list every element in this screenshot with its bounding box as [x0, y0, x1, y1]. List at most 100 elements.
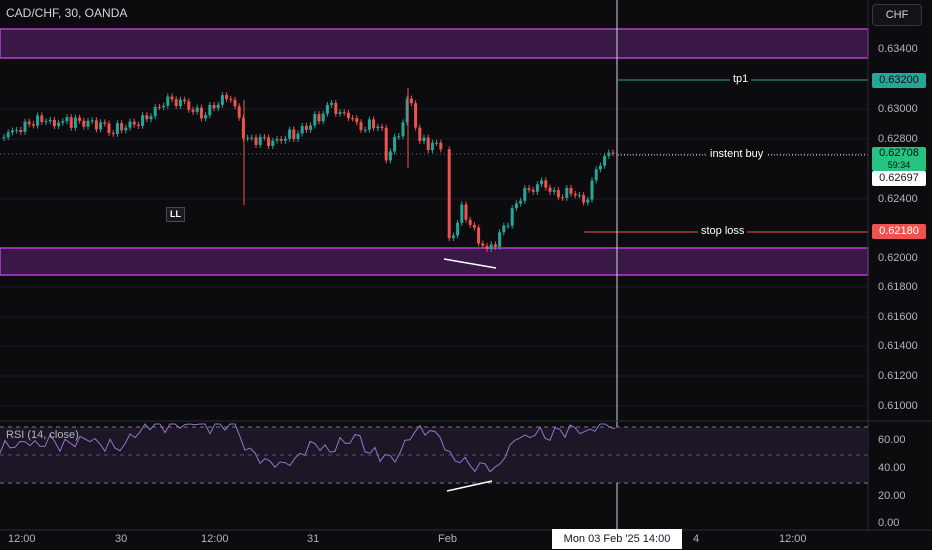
- candle-body: [531, 189, 535, 192]
- candle-body: [52, 119, 56, 127]
- candle-body: [262, 136, 266, 138]
- candle-body: [199, 107, 203, 119]
- candle-body: [107, 123, 111, 134]
- time-cursor-label: Mon 03 Feb '25 14:00: [552, 529, 682, 549]
- candle-body: [111, 133, 115, 135]
- rsi-tick: 60.00: [878, 434, 906, 446]
- candle-body: [384, 127, 388, 161]
- candle-body: [510, 208, 514, 226]
- rsi-indicator-label[interactable]: RSI (14, close): [6, 429, 79, 441]
- candle-body: [309, 125, 313, 130]
- candle-body: [241, 117, 245, 139]
- candle-body: [283, 138, 287, 141]
- candle-body: [430, 142, 434, 151]
- candle-body: [27, 121, 31, 125]
- candle-body: [418, 127, 422, 142]
- candle-body: [502, 225, 506, 233]
- candle-body: [435, 142, 439, 144]
- candle-body: [514, 203, 518, 209]
- stop-label[interactable]: stop loss: [698, 225, 748, 237]
- candle-body: [586, 199, 590, 203]
- candle-body: [246, 137, 250, 139]
- candle-body: [598, 165, 602, 170]
- candle-body: [94, 120, 98, 130]
- candle-body: [565, 188, 569, 198]
- candle-body: [405, 98, 409, 123]
- symbol-title: CAD/CHF, 30, OANDA: [6, 6, 128, 20]
- time-tick: 12:00: [779, 533, 807, 545]
- candle-body: [212, 105, 216, 109]
- entry-price-value: 0.62708: [879, 147, 919, 159]
- candle-body: [414, 103, 418, 128]
- rsi-line: [0, 423, 616, 473]
- rsi-divergence-line[interactable]: [446, 480, 493, 492]
- candle-body: [153, 106, 157, 117]
- candle-body: [447, 149, 451, 239]
- candle-body: [178, 99, 182, 107]
- candle-body: [120, 123, 124, 131]
- entry-label[interactable]: instent buy: [707, 148, 767, 160]
- candle-body: [611, 152, 615, 154]
- ll-label[interactable]: LL: [166, 207, 185, 222]
- candle-body: [275, 139, 279, 141]
- candle-body: [367, 119, 371, 130]
- candle-body: [237, 106, 241, 118]
- candle-body: [288, 129, 292, 139]
- tp-label[interactable]: tp1: [730, 73, 752, 85]
- time-tick: 31: [307, 533, 320, 545]
- candle-body: [292, 129, 296, 140]
- tp-price-tag: 0.63200: [872, 73, 926, 88]
- candle-body: [124, 127, 128, 131]
- candle-body: [493, 244, 497, 247]
- price-divergence-line[interactable]: [443, 258, 497, 269]
- lower-zone[interactable]: [0, 247, 869, 276]
- candle-body: [426, 137, 430, 151]
- candle-body: [460, 204, 464, 223]
- upper-zone[interactable]: [0, 28, 869, 59]
- candle-body: [338, 112, 342, 114]
- time-tick: 4: [693, 533, 700, 545]
- candle-body: [271, 140, 275, 147]
- candle-body: [258, 136, 262, 145]
- candle-body: [464, 204, 468, 220]
- candle-body: [439, 142, 443, 150]
- time-tick: 30: [115, 533, 128, 545]
- candle-body: [561, 197, 565, 199]
- candle-body: [170, 96, 174, 100]
- candle-body: [519, 200, 523, 204]
- candle-body: [166, 96, 170, 106]
- candle-body: [132, 121, 136, 125]
- candle-body: [149, 116, 153, 120]
- candle-body: [145, 115, 149, 120]
- candle-body: [157, 106, 161, 108]
- candle-body: [569, 188, 573, 194]
- candle-body: [183, 99, 187, 102]
- candle-body: [313, 114, 317, 126]
- candle-body: [603, 155, 607, 166]
- price-tick: 0.61200: [878, 370, 918, 382]
- candle-body: [187, 101, 191, 110]
- price-tick: 0.62800: [878, 133, 918, 145]
- candle-body: [220, 95, 224, 105]
- candle-body: [393, 136, 397, 152]
- candle-body: [594, 169, 598, 181]
- candle-body: [544, 180, 548, 188]
- candle-body: [376, 126, 380, 129]
- candle-body: [31, 124, 35, 126]
- candle-body: [304, 125, 308, 130]
- candle-body: [325, 104, 329, 114]
- candle-body: [527, 188, 531, 190]
- candle-body: [57, 122, 61, 127]
- time-tick: 12:00: [8, 533, 36, 545]
- bar-countdown: 59:34: [887, 160, 911, 170]
- candle-body: [78, 117, 82, 121]
- candle-body: [351, 118, 355, 120]
- candle-body: [330, 102, 334, 105]
- candle-body: [577, 195, 581, 197]
- price-tick: 0.63000: [878, 103, 918, 115]
- price-tick: 0.62000: [878, 252, 918, 264]
- currency-button[interactable]: CHF: [872, 4, 922, 26]
- candle-body: [300, 125, 304, 134]
- candle-body: [225, 95, 229, 99]
